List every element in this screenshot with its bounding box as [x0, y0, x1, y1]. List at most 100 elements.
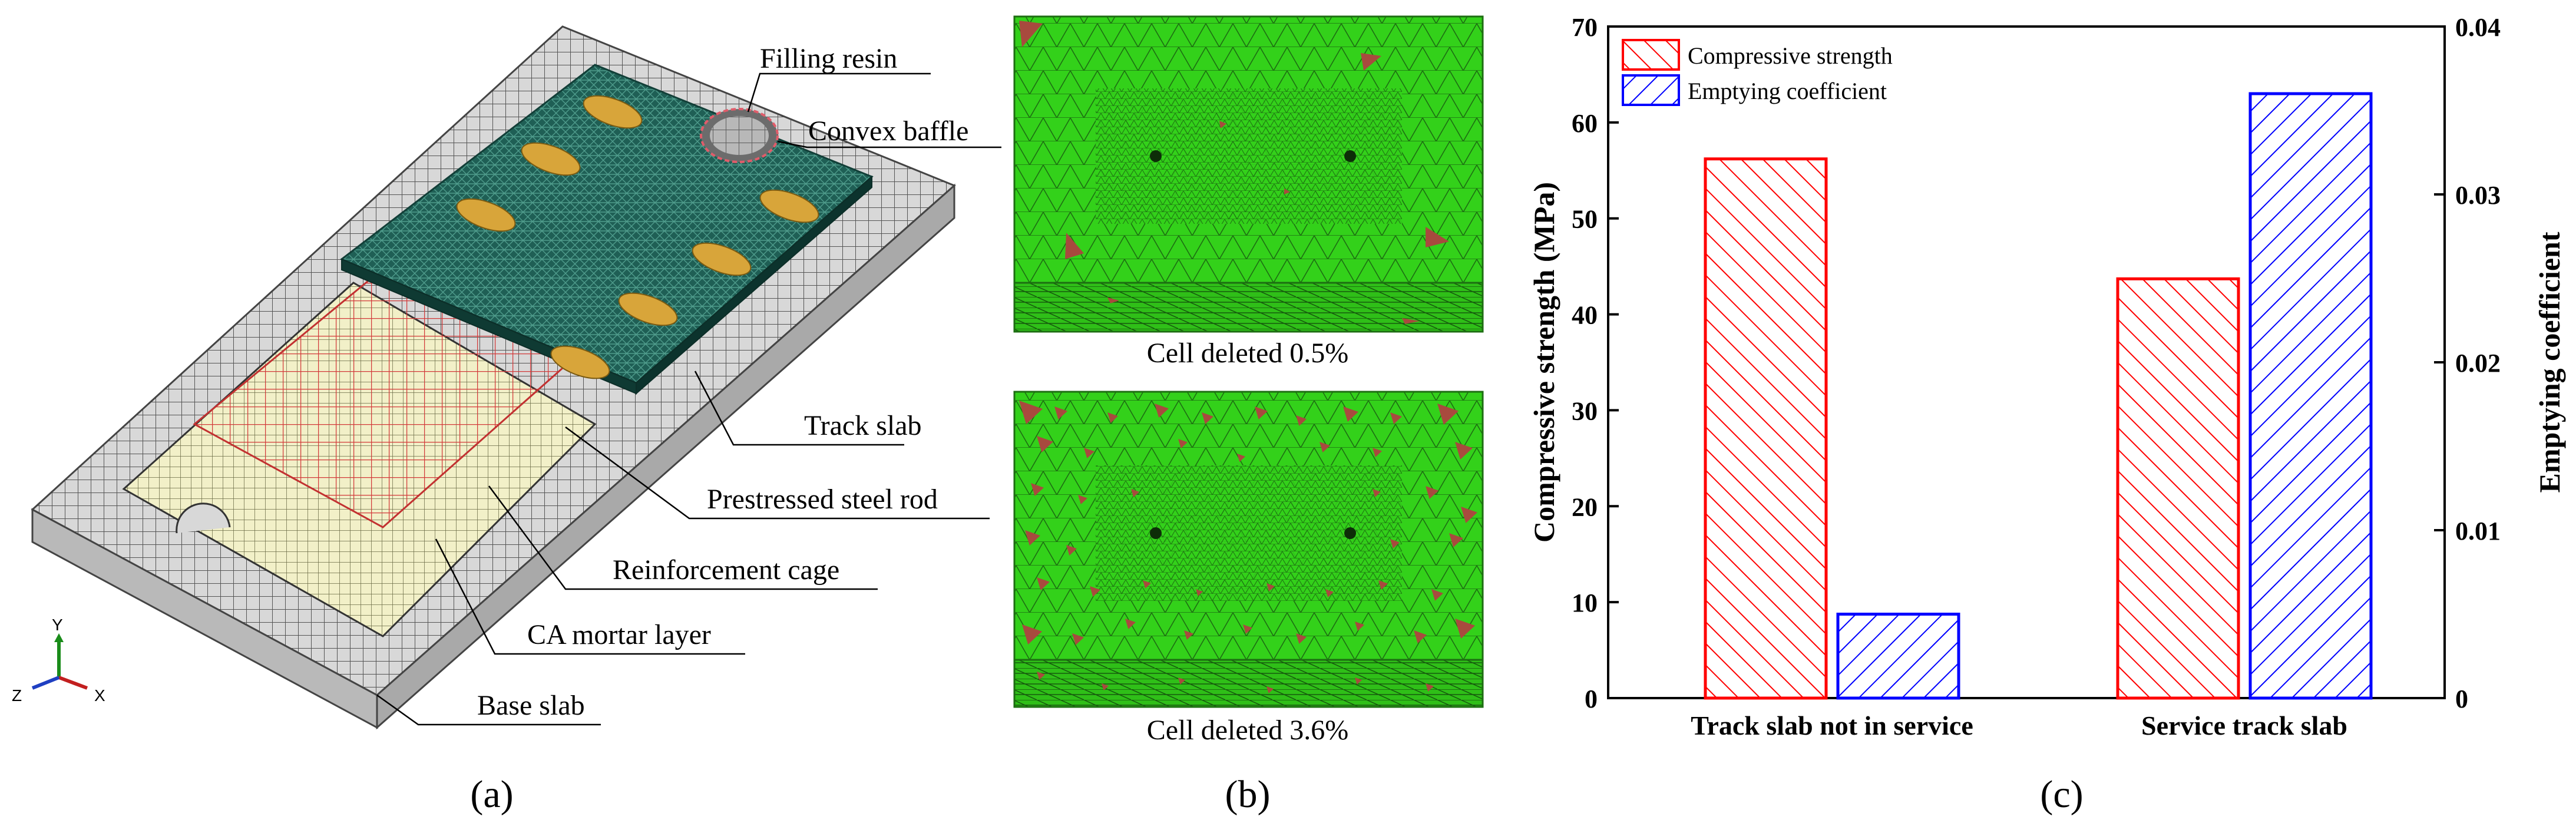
label-prestressed-steel-rod: Prestressed steel rod — [707, 484, 938, 515]
deleted-cell — [1125, 619, 1136, 629]
deleted-cell — [1437, 404, 1459, 425]
bar-emptying-0 — [1836, 613, 1960, 700]
deleted-cell — [1266, 686, 1274, 693]
deleted-cell — [1296, 415, 1307, 426]
deleted-cell — [1455, 619, 1475, 639]
deleted-cell — [1143, 580, 1151, 589]
left-axis-ticks: 0 10 20 30 40 50 60 70 — [1572, 13, 1619, 713]
deleted-cell — [1202, 412, 1213, 424]
deleted-cell — [1090, 586, 1100, 597]
bar-emptying-1 — [2248, 92, 2373, 700]
legend-swatch-compressive — [1622, 39, 1680, 71]
legend-label-emptying: Emptying coefficient — [1688, 78, 1887, 104]
deleted-cell — [1355, 622, 1364, 631]
deleted-cell — [1084, 448, 1094, 458]
left-tick-label: 70 — [1572, 13, 1598, 42]
deleted-cell — [1107, 412, 1118, 423]
bars — [1704, 92, 2373, 700]
category-labels: Track slab not in service Service track s… — [1691, 710, 2347, 741]
deleted-cell — [1054, 406, 1067, 419]
deleted-cell — [1373, 448, 1382, 457]
right-tick-label: 0.04 — [2455, 13, 2501, 42]
deleted-cell — [1266, 583, 1275, 591]
mortar-notch — [176, 503, 231, 534]
label-ca-mortar-layer: CA mortar layer — [527, 619, 711, 650]
left-tick-label: 20 — [1572, 492, 1598, 521]
leader-lines — [376, 72, 1001, 726]
panel-b-mesh: Cell deleted 0.5% Cell deleted 3.6% (b) — [1013, 15, 1484, 816]
deleted-cell — [1414, 630, 1427, 643]
filling-resin-pads — [456, 95, 819, 379]
deleted-cell — [1131, 489, 1139, 497]
left-tick-label: 40 — [1572, 301, 1598, 330]
deleted-cell — [1066, 545, 1077, 556]
deleted-cell — [1037, 672, 1045, 680]
right-tick-label: 0 — [2455, 685, 2468, 713]
bar-compressive-1 — [2116, 277, 2240, 700]
right-axis-ticks: 0 0.01 0.02 0.03 0.04 — [2434, 13, 2501, 713]
deleted-cell — [1390, 539, 1400, 548]
panel-a-model: Filling resin Convex baffle Track slab P… — [12, 25, 1001, 816]
caption-bottom-mesh: Cell deleted 3.6% — [1147, 715, 1349, 746]
legend: Compressive strength Emptying coefficien… — [1622, 39, 1893, 106]
label-base-slab: Base slab — [477, 690, 585, 721]
left-tick-label: 30 — [1572, 396, 1598, 425]
deleted-cell — [1078, 495, 1087, 504]
caption-c: (c) — [2040, 773, 2083, 816]
deleted-cell — [1184, 630, 1193, 640]
category-label: Service track slab — [2141, 710, 2347, 741]
label-reinforcement-cage: Reinforcement cage — [613, 554, 839, 586]
triad-z: Z — [12, 686, 22, 705]
label-convex-baffle: Convex baffle — [808, 115, 968, 147]
axis-triad: Y Z X — [12, 616, 105, 705]
right-tick-label: 0.01 — [2455, 517, 2501, 546]
deleted-cell — [1355, 677, 1362, 685]
left-tick-label: 0 — [1585, 685, 1598, 713]
deleted-cell — [1343, 406, 1358, 422]
deleted-cell — [1178, 677, 1185, 685]
deleted-cell — [1031, 483, 1044, 496]
deleted-cell — [1325, 589, 1334, 597]
y-axis-right-label: Emptying coefficient — [2533, 232, 2566, 492]
left-tick-label: 10 — [1572, 589, 1598, 617]
deleted-cell — [1072, 633, 1084, 645]
base-slab-side — [376, 183, 955, 730]
deleted-cell — [1178, 439, 1188, 448]
deleted-cell — [1426, 683, 1434, 692]
right-tick-label: 0.03 — [2455, 181, 2501, 210]
deleted-cell — [1426, 486, 1439, 499]
deleted-cell — [1022, 624, 1042, 644]
deleted-cell — [1255, 406, 1268, 419]
deleted-cell — [1296, 633, 1307, 644]
triad-x: X — [94, 686, 105, 705]
deleted-cell — [1320, 442, 1330, 452]
deleted-cell — [1243, 624, 1252, 634]
deleted-cell — [1037, 436, 1053, 452]
deleted-cell — [1373, 489, 1381, 497]
caption-top-mesh: Cell deleted 0.5% — [1147, 338, 1349, 369]
panel-c-chart: 0 10 20 30 40 50 60 70 0 0.01 0.02 0.03 0.04 Track … — [1527, 13, 2566, 816]
deleted-cell — [1237, 454, 1245, 462]
deleted-cell — [1455, 442, 1473, 460]
deleted-cell — [1019, 401, 1043, 424]
deleted-cell — [1378, 580, 1388, 590]
deleted-cell — [1102, 683, 1109, 690]
deleted-cell — [1461, 507, 1477, 523]
y-axis-label: Compressive strength (MPa) — [1527, 182, 1560, 543]
left-tick-label: 50 — [1572, 205, 1598, 234]
left-tick-label: 60 — [1572, 109, 1598, 138]
track-slab-side — [636, 175, 872, 395]
caption-b: (b) — [1225, 773, 1271, 816]
bar-compressive-0 — [1704, 157, 1828, 700]
legend-label-compressive: Compressive strength — [1688, 42, 1893, 69]
legend-swatch-emptying — [1622, 74, 1680, 106]
deleted-cells-top — [1019, 21, 1449, 324]
deleted-cells-bottom — [1019, 401, 1477, 693]
triad-y: Y — [52, 616, 63, 634]
right-tick-label: 0.02 — [2455, 349, 2501, 378]
label-track-slab: Track slab — [804, 410, 922, 441]
deleted-cell — [1390, 412, 1402, 424]
category-label: Track slab not in service — [1691, 710, 1973, 741]
deleted-cell — [1025, 530, 1040, 546]
